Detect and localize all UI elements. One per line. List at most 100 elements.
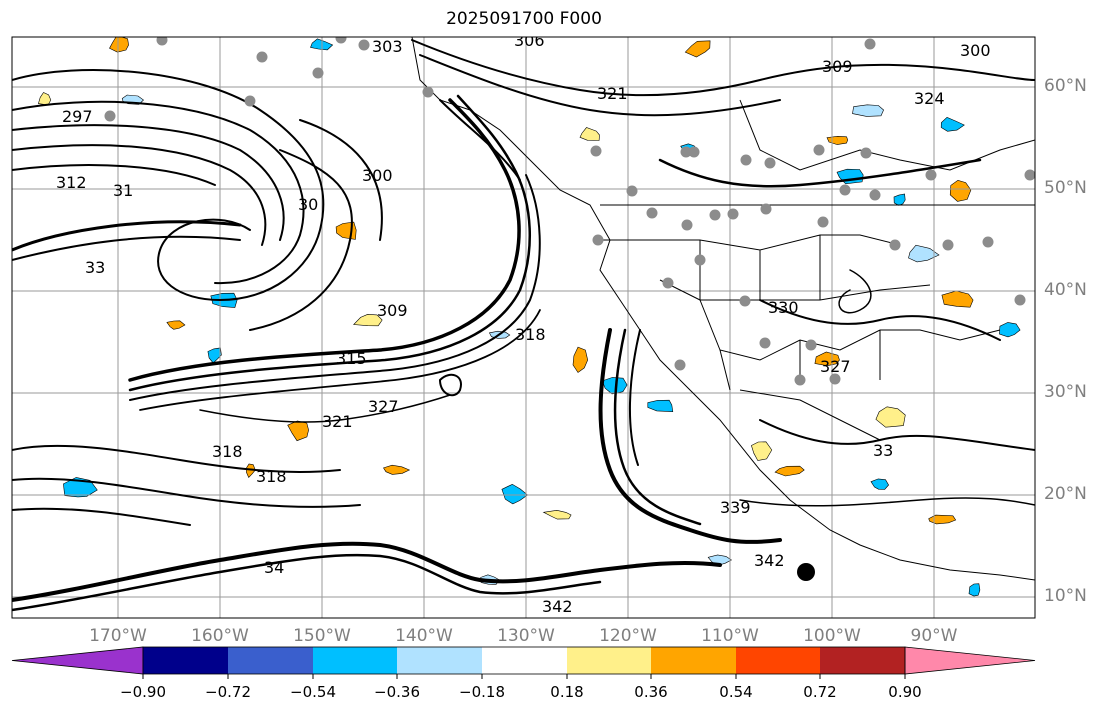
contour-label: 330 <box>768 298 799 317</box>
map-background <box>12 37 1035 618</box>
station-marker <box>256 51 268 63</box>
contour-label: 33 <box>85 258 105 277</box>
station-marker <box>760 203 772 215</box>
longitude-label: 170°W <box>89 626 147 646</box>
shading-blob <box>751 441 773 461</box>
contour-label: 318 <box>515 325 546 344</box>
longitude-label: 120°W <box>599 626 657 646</box>
shading-blob <box>109 37 129 53</box>
station-marker <box>312 67 324 79</box>
colorbar-tick-label: −0.72 <box>205 683 251 701</box>
contour-label: 324 <box>914 89 945 108</box>
latitude-label: 40°N <box>1044 280 1087 300</box>
station-marker <box>982 236 994 248</box>
station-marker <box>709 209 721 221</box>
shading-blob <box>166 320 186 330</box>
contour-label: 34 <box>264 558 284 577</box>
colorbar-tick-label: 0.36 <box>634 683 668 701</box>
shading-blob <box>774 465 805 477</box>
station-marker <box>813 144 825 156</box>
contour-label: 312 <box>56 173 87 192</box>
longitude-label: 90°W <box>910 626 958 646</box>
latitude-label: 60°N <box>1044 76 1087 96</box>
shading-blob <box>940 116 965 132</box>
shading-blob <box>647 399 674 413</box>
colorbar-tick-label: 0.90 <box>888 683 922 701</box>
station-marker <box>694 254 706 266</box>
station-marker <box>358 39 370 51</box>
shading-blob <box>501 483 529 505</box>
contour-label: 327 <box>368 397 399 416</box>
contour-labels: 303 306 300 297 321 309 324 312 31 300 30 330 33 309 3… <box>56 37 991 616</box>
latitude-label: 30°N <box>1044 382 1087 402</box>
contour-label: 33 <box>873 441 893 460</box>
colorbar-tick-label: −0.18 <box>459 683 505 701</box>
station-marker <box>739 295 751 307</box>
station-marker <box>869 189 881 201</box>
map-title: 2025091700 F000 <box>446 9 602 29</box>
longitude-label: 110°W <box>701 626 759 646</box>
colorbar-frame <box>142 646 906 675</box>
shading-blob <box>875 406 906 428</box>
station-marker <box>1014 294 1026 306</box>
station-marker <box>674 359 686 371</box>
shading-blob <box>941 290 974 308</box>
station-marker <box>794 374 806 386</box>
shading-blob <box>870 478 889 490</box>
colorbar-bin <box>313 647 397 674</box>
shading-blob <box>852 104 884 117</box>
colorbar-tick-label: −0.36 <box>374 683 420 701</box>
shading-blob <box>287 420 309 442</box>
latitude-label: 10°N <box>1044 586 1087 606</box>
contour-label: 321 <box>597 84 628 103</box>
colorbar-bin <box>567 647 651 674</box>
contour-label: 315 <box>336 349 367 368</box>
shading-blob <box>353 313 383 327</box>
station-marker <box>626 185 638 197</box>
station-marker <box>1024 169 1035 181</box>
latitude-label: 20°N <box>1044 484 1087 504</box>
station-marker <box>860 147 872 159</box>
station-marker <box>688 146 700 158</box>
station-marker <box>864 38 876 50</box>
station-marker <box>925 169 937 181</box>
latitude-label: 50°N <box>1044 178 1087 198</box>
shading-blob <box>928 514 957 525</box>
station-marker <box>662 277 674 289</box>
colorbar-tick-label: −0.54 <box>290 683 336 701</box>
station-marker <box>817 216 829 228</box>
contour-label: 297 <box>62 107 93 126</box>
colorbar-min-arrow <box>11 646 144 675</box>
colorbar-bin <box>736 647 820 674</box>
shading-blob <box>684 40 711 58</box>
colorbar-bin <box>820 647 905 674</box>
contour-label: 318 <box>212 442 243 461</box>
colorbar-bin <box>651 647 736 674</box>
station-marker <box>680 146 692 158</box>
colorbar-tick-label: 0.54 <box>719 683 753 701</box>
station-marker <box>244 95 256 107</box>
colorbar-bin <box>397 647 482 674</box>
station-marker <box>681 219 693 231</box>
contour-label: 30 <box>298 195 318 214</box>
contour-label: 342 <box>542 597 573 616</box>
colorbar-bin <box>228 647 313 674</box>
station-marker <box>942 239 954 251</box>
station-marker <box>759 337 771 349</box>
contour-label: 303 <box>372 37 403 56</box>
station-marker <box>422 86 434 98</box>
station-marker <box>156 37 168 46</box>
station-marker <box>335 37 347 44</box>
gridlines <box>12 37 1035 618</box>
theta-contours <box>12 39 1035 612</box>
contour-label: 321 <box>322 412 353 431</box>
station-marker <box>592 234 604 246</box>
shading-blob <box>207 347 222 364</box>
station-marker <box>104 110 116 122</box>
longitude-label: 130°W <box>497 626 555 646</box>
shading-blob <box>383 464 411 475</box>
shading-blob <box>572 346 589 373</box>
colorbar-tick-label: −0.90 <box>120 683 166 701</box>
large-station-marker <box>797 563 815 581</box>
